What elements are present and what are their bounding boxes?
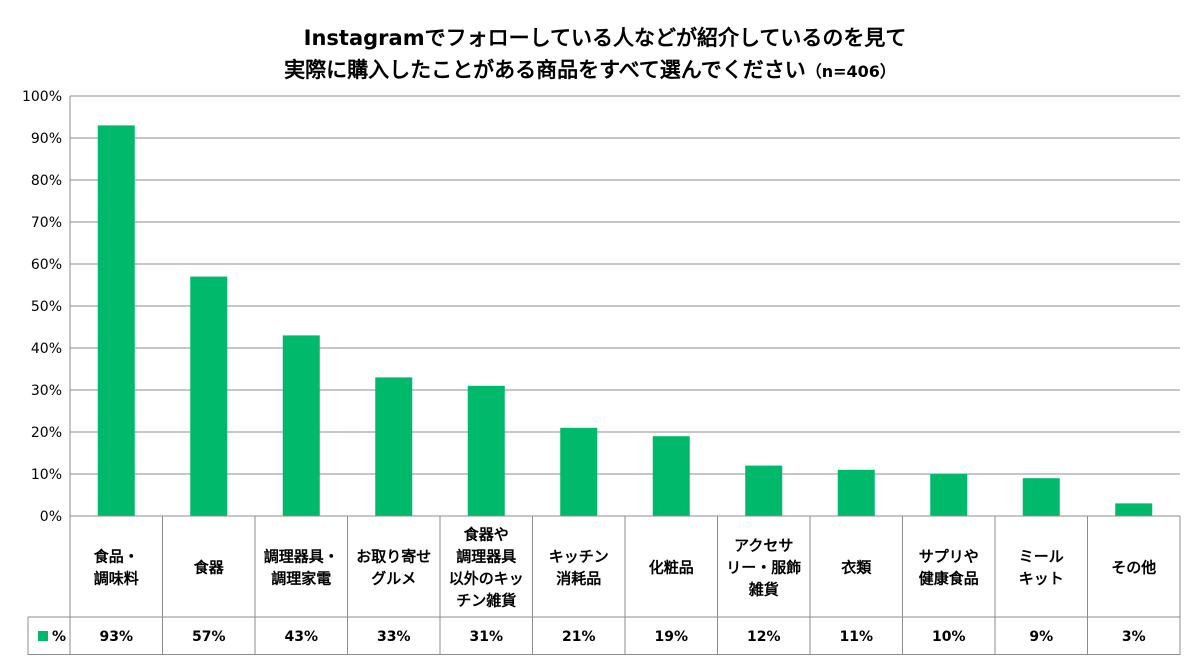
bar [560,427,598,516]
y-tick-label: 50% [31,299,62,315]
category-label-line: 消耗品 [556,570,601,588]
chart-title-line2: 実際に購入したことがある商品をすべて選んでください（n=406） [284,58,896,82]
bar [97,125,135,517]
bar [190,276,228,516]
category-label-line: 衣類 [841,559,872,577]
category-label-line: 調味料 [94,570,139,588]
data-value-label: 21% [562,629,596,645]
data-value-label: 10% [932,629,966,645]
category-label-line: キッチン [549,548,609,566]
bar [652,436,690,516]
y-tick-label: 70% [31,215,62,231]
legend-label: % [52,629,66,645]
bar [1022,478,1060,516]
bar [467,385,505,516]
category-label-line: キット [1019,570,1064,588]
category-label: ミールキット [1019,548,1064,588]
category-label: サプリや健康食品 [919,548,979,588]
category-label-line: 健康食品 [919,570,979,588]
y-tick-label: 100% [22,89,62,105]
category-label: 食品・調味料 [94,548,139,588]
bar [745,465,783,516]
category-label: 衣類 [841,559,872,577]
category-label-line: 以外のキッ [449,570,524,588]
category-label: 化粧品 [649,559,694,577]
category-label-line: 食器 [194,559,225,577]
y-tick-label: 30% [31,383,62,399]
category-label: 調理器具・調理家電 [264,548,339,588]
chart-title-line1: Instagramでフォローしている人などが紹介しているのを見て [304,26,907,50]
data-value-label: 12% [747,629,781,645]
category-label-line: ミール [1019,548,1064,566]
gridlines [69,95,1180,517]
category-label: アクセサリー・服飾雑貨 [726,537,801,599]
category-label: 食器や調理器具以外のキッチン雑貨 [449,526,524,610]
chart-title-n: （n=406） [806,62,896,81]
data-value-label: 9% [1029,629,1053,645]
category-label-line: その他 [1111,559,1156,577]
y-axis-ticks: 0% 10% 20% 30% 40% 50% 60% 70% 80% 90% 100% [22,89,62,525]
category-label-line: 調理器具・ [264,548,339,566]
bars [97,125,1153,517]
data-value-label: 11% [839,629,873,645]
legend-swatch [38,631,48,641]
category-label-line: リー・服飾 [726,559,801,577]
category-label-line: 食品・ [94,548,139,566]
bar [837,469,875,516]
y-tick-label: 0% [40,509,62,525]
category-label-line: 化粧品 [649,559,694,577]
category-label-line: 調理家電 [271,570,331,588]
y-tick-label: 90% [31,131,62,147]
data-value-label: 31% [469,629,503,645]
category-label-line: お取り寄せ [356,548,431,566]
category-label: 食器 [194,559,225,577]
category-label-line: 食器や [464,526,509,544]
category-label: キッチン消耗品 [549,548,609,588]
category-label: お取り寄せグルメ [356,548,431,588]
y-tick-label: 40% [31,341,62,357]
category-label-line: アクセサ [734,537,793,555]
chart-title-main: 実際に購入したことがある商品をすべて選んでください [284,58,806,82]
category-label-line: 調理器具 [456,548,516,566]
category-label: その他 [1111,559,1156,577]
category-label-line: 雑貨 [748,581,779,599]
data-value-label: 3% [1122,629,1146,645]
category-label-line: チン雑貨 [456,592,516,610]
bar [930,474,968,516]
y-tick-label: 80% [31,173,62,189]
data-value-label: 19% [654,629,688,645]
y-tick-label: 60% [31,257,62,273]
category-label-line: グルメ [371,570,416,588]
bar [375,377,413,516]
data-value-label: 57% [192,629,226,645]
data-value-label: 93% [99,629,133,645]
data-value-label: 43% [284,629,318,645]
bar [282,335,320,516]
y-tick-label: 20% [31,425,62,441]
category-label-line: サプリや [919,548,979,566]
data-value-label: 33% [377,629,411,645]
y-tick-label: 10% [31,467,62,483]
bar [1115,503,1153,516]
